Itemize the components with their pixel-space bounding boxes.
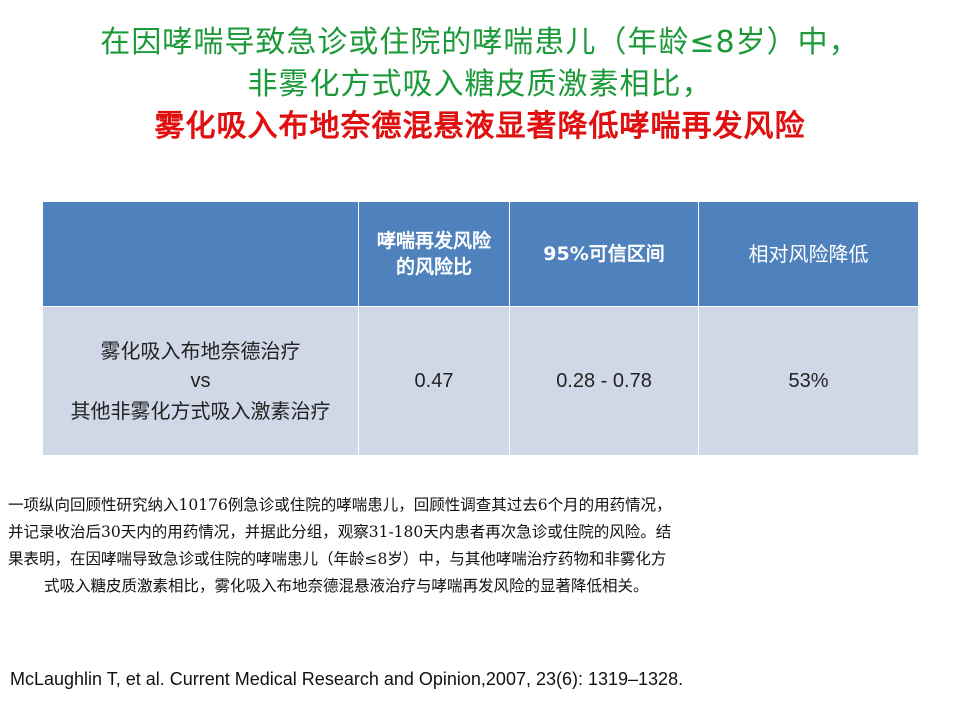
treatment-cell: 雾化吸入布地奈德治疗 vs 其他非雾化方式吸入激素治疗 — [42, 306, 359, 456]
confidence-interval-value: 0.28 - 0.78 — [509, 306, 699, 456]
summary-line-4: 式吸入糖皮质激素相比，雾化吸入布地奈德混悬液治疗与哮喘再发风险的显著降低相关。 — [44, 577, 649, 595]
table-row: 雾化吸入布地奈德治疗 vs 其他非雾化方式吸入激素治疗 0.47 0.28 - … — [42, 306, 919, 456]
header-hazard-ratio: 哮喘再发风险的风险比 — [358, 201, 510, 307]
treatment-line-1: 雾化吸入布地奈德治疗 — [100, 339, 301, 363]
treatment-vs: vs — [190, 370, 211, 392]
header-hazard-ratio-label: 哮喘再发风险的风险比 — [376, 230, 491, 278]
header-empty — [42, 201, 359, 307]
summary-line-3: 果表明，在因哮喘导致急诊或住院的哮喘患儿（年龄≤8岁）中，与其他哮喘治疗药物和非… — [8, 550, 667, 568]
header-confidence-interval: 95%可信区间 — [509, 201, 699, 307]
title-line-2: 非雾化方式吸入糖皮质激素相比， — [247, 67, 713, 102]
summary-line-2: 并记录收治后30天内的用药情况，并据此分组，观察31-180天内患者再次急诊或住… — [8, 523, 672, 541]
reference-citation: McLaughlin T, et al. Current Medical Res… — [10, 669, 684, 689]
slide-title: 在因哮喘导致急诊或住院的哮喘患儿（年龄≤8岁）中， 非雾化方式吸入糖皮质激素相比… — [0, 22, 960, 148]
table-header-row: 哮喘再发风险的风险比 95%可信区间 相对风险降低 — [42, 201, 919, 307]
study-summary: 一项纵向回顾性研究纳入10176例急诊或住院的哮喘患儿，回顾性调查其过去6个月的… — [8, 492, 952, 600]
title-line-1: 在因哮喘导致急诊或住院的哮喘患儿（年龄≤8岁）中， — [100, 25, 860, 60]
hazard-ratio-value: 0.47 — [358, 306, 510, 456]
results-table: 哮喘再发风险的风险比 95%可信区间 相对风险降低 雾化吸入布地奈德治疗 vs … — [42, 201, 919, 456]
treatment-line-2: 其他非雾化方式吸入激素治疗 — [70, 399, 331, 423]
title-line-3: 雾化吸入布地奈德混悬液显著降低哮喘再发风险 — [154, 109, 806, 144]
relative-risk-reduction-value: 53% — [698, 306, 919, 456]
header-relative-risk-reduction: 相对风险降低 — [698, 201, 919, 307]
summary-line-1: 一项纵向回顾性研究纳入10176例急诊或住院的哮喘患儿，回顾性调查其过去6个月的… — [8, 496, 672, 514]
